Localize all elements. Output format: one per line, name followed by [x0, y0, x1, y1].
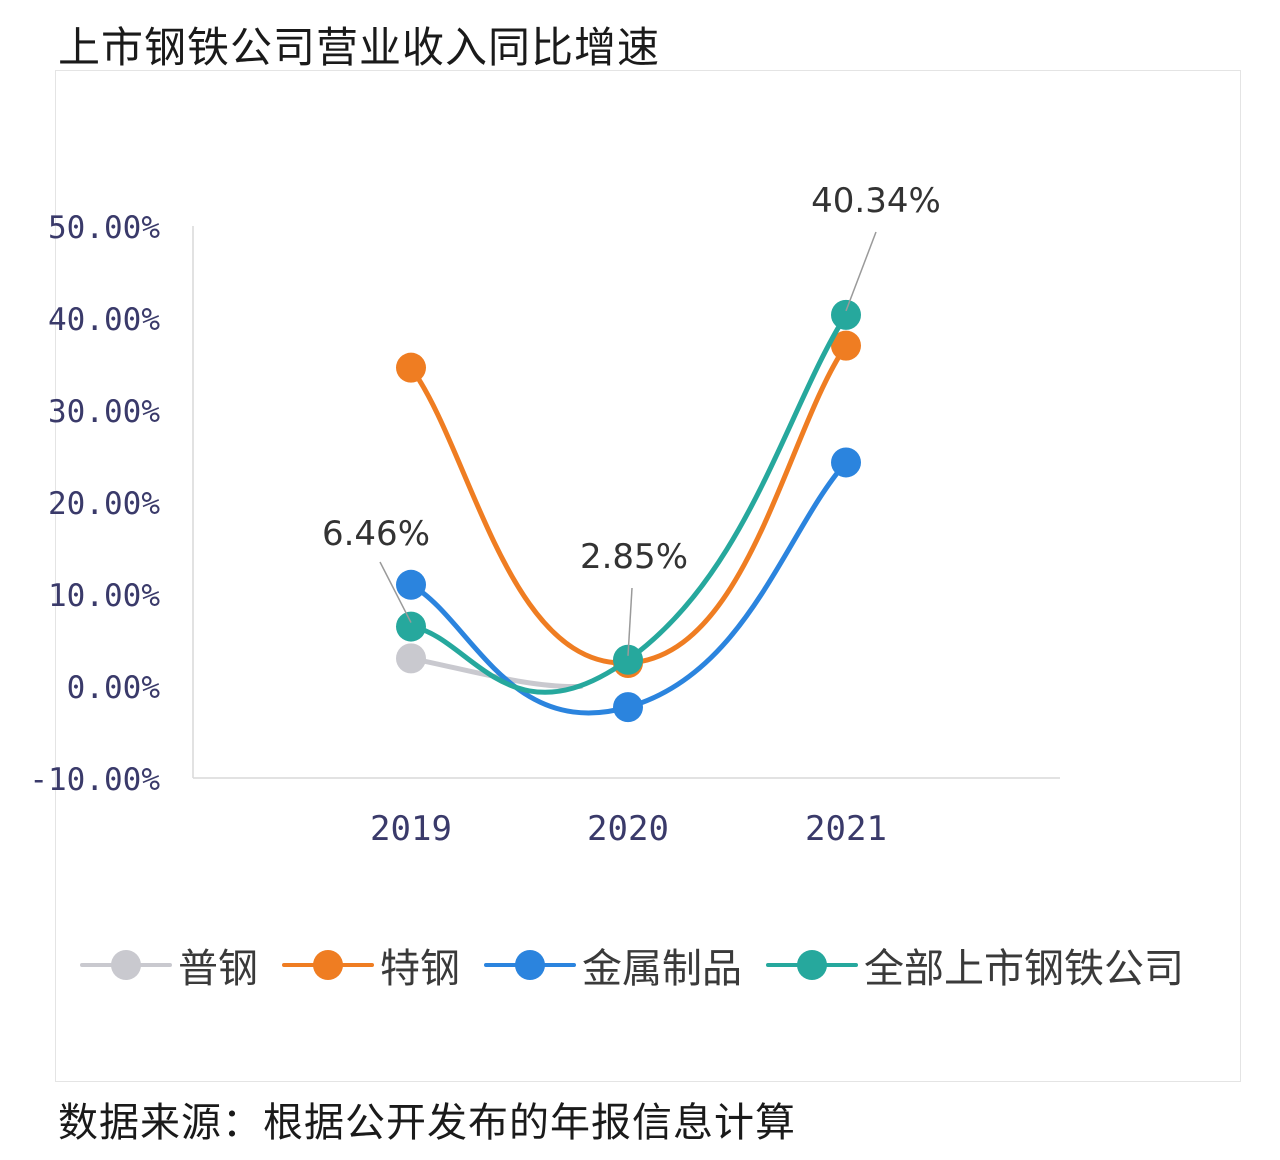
annotation-leader	[845, 231, 877, 312]
data-point	[396, 352, 426, 383]
data-point	[396, 643, 426, 674]
data-label: 2.85%	[580, 537, 688, 577]
chart-legend: 普钢 特钢 金属制品 全部上市钢铁公司	[80, 940, 1184, 992]
series-2	[396, 447, 861, 723]
data-point	[613, 644, 643, 675]
legend-item: 普钢	[80, 936, 258, 994]
y-tick-label: 30.00%	[48, 394, 160, 430]
y-tick-label: 20.00%	[48, 486, 160, 522]
y-tick-label: 40.00%	[48, 302, 160, 338]
legend-marker	[484, 945, 576, 985]
data-point	[396, 569, 426, 600]
legend-item: 特钢	[282, 936, 460, 994]
legend-item: 金属制品	[484, 936, 742, 994]
data-point	[396, 611, 426, 642]
chart-title: 上市钢铁公司营业收入同比增速	[58, 23, 661, 72]
y-tick-label: 50.00%	[48, 210, 160, 246]
legend-label: 全部上市钢铁公司	[864, 946, 1184, 992]
annotation-leader	[627, 587, 633, 656]
series-1	[396, 330, 861, 678]
chart-panel	[55, 70, 1241, 1082]
legend-item: 全部上市钢铁公司	[766, 936, 1184, 994]
series-line	[408, 343, 849, 666]
x-tick-label: 2020	[587, 809, 669, 849]
legend-marker	[766, 945, 858, 985]
y-tick-label: 10.00%	[48, 578, 160, 614]
data-point	[831, 447, 861, 478]
legend-label: 金属制品	[582, 946, 742, 992]
data-label: 40.34%	[811, 181, 941, 221]
annotation-leader	[379, 561, 412, 623]
y-tick-label: 0.00%	[67, 670, 161, 706]
legend-label: 普钢	[178, 946, 258, 992]
data-label: 6.46%	[322, 514, 430, 554]
legend-marker	[282, 945, 374, 985]
data-point	[831, 299, 861, 330]
data-source-note: 数据来源：根据公开发布的年报信息计算	[58, 1100, 796, 1146]
data-point	[831, 330, 861, 361]
series-3	[396, 299, 861, 695]
x-tick-label: 2019	[370, 809, 452, 849]
legend-marker	[80, 945, 172, 985]
y-tick-label: -10.00%	[29, 762, 160, 798]
legend-label: 特钢	[380, 946, 460, 992]
x-tick-label: 2021	[805, 809, 887, 849]
data-point	[613, 692, 643, 723]
